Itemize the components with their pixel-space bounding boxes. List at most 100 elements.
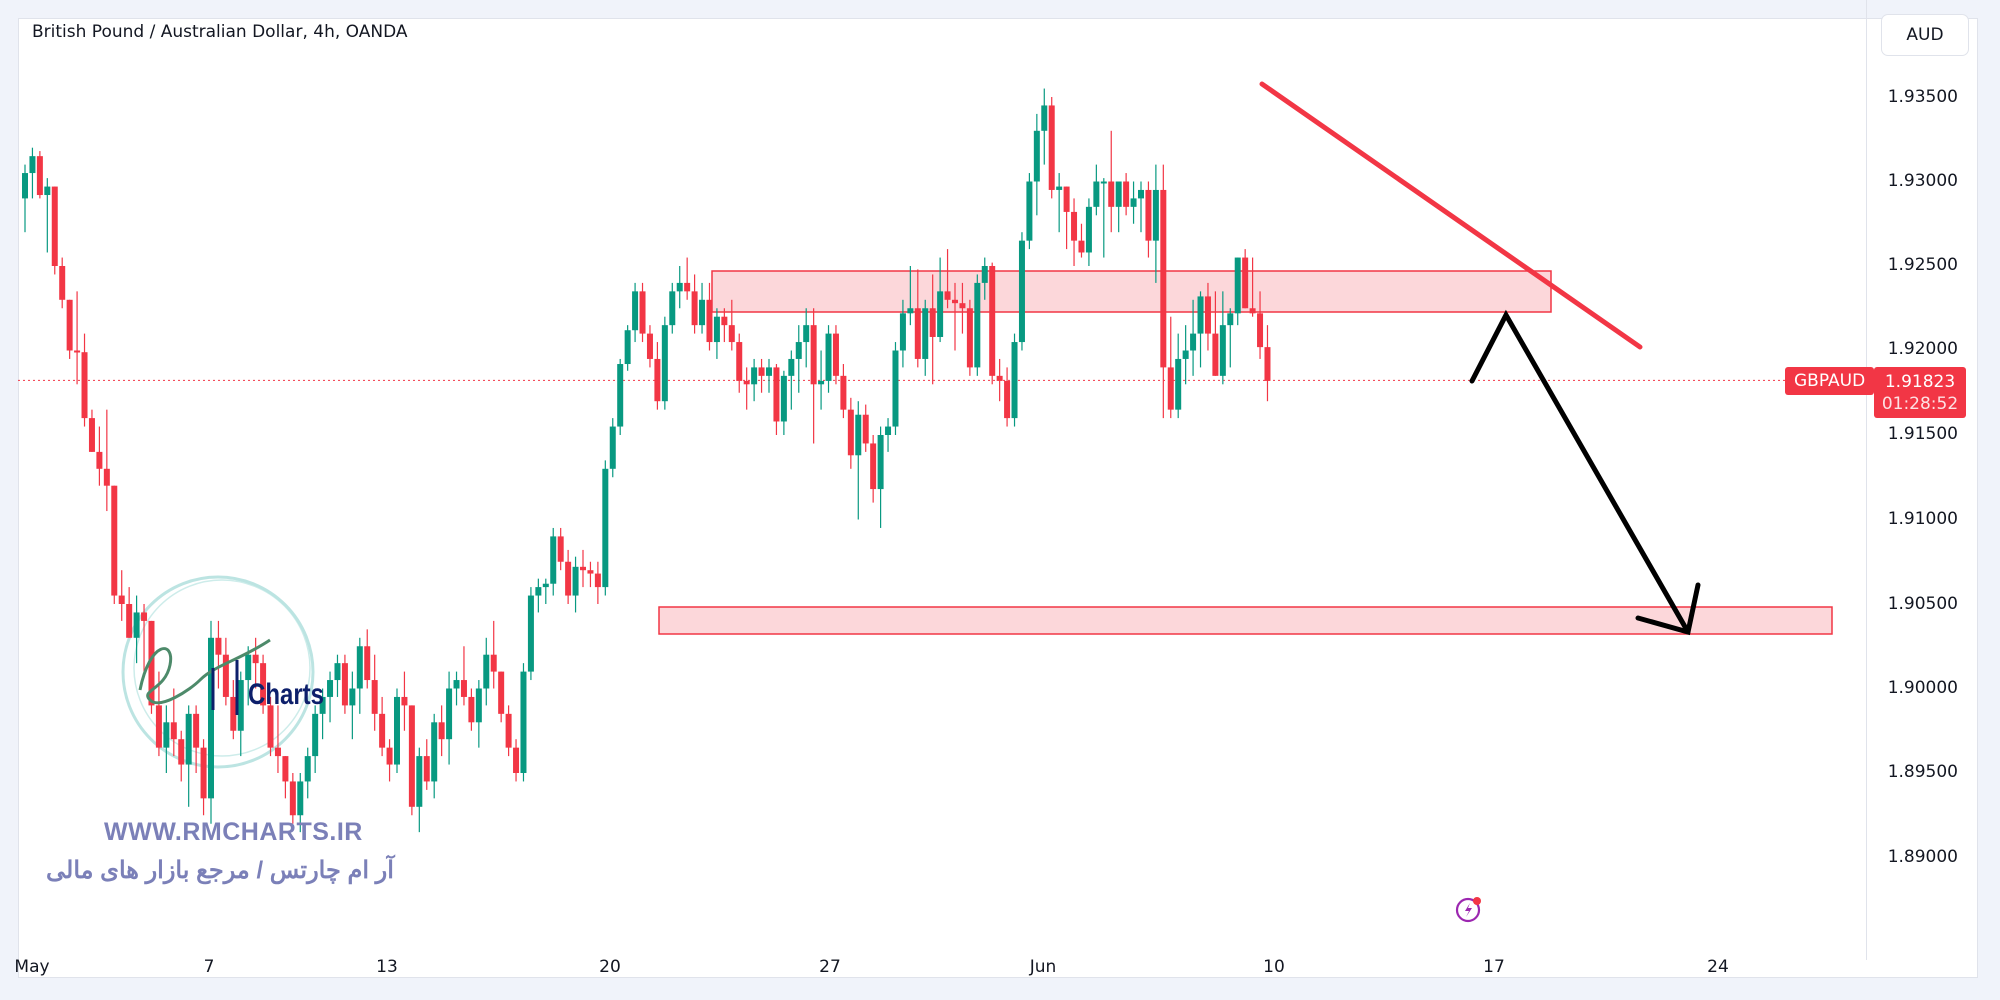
watermark-brand: Charts xyxy=(248,678,325,711)
candle-body xyxy=(885,426,892,435)
candle-body xyxy=(1219,325,1226,376)
candle-body xyxy=(356,646,363,689)
candle-body xyxy=(713,316,720,343)
candle-body xyxy=(111,485,118,596)
candle-body xyxy=(371,680,378,714)
lightning-icon[interactable] xyxy=(1453,893,1485,925)
candle-body xyxy=(617,364,624,427)
candle-body xyxy=(550,536,557,584)
target-zone xyxy=(658,606,1833,635)
candle-body xyxy=(825,333,832,381)
last-price-value: 1.91823 xyxy=(1884,371,1956,392)
candle-body xyxy=(148,620,155,706)
candle-body xyxy=(1093,181,1100,207)
candle-body xyxy=(401,696,408,706)
candle-body xyxy=(1033,130,1040,182)
candle-body xyxy=(1145,189,1152,241)
candle-body xyxy=(103,468,110,486)
candle-body xyxy=(1182,350,1189,359)
candle-body xyxy=(282,756,289,782)
candle-body xyxy=(1123,181,1130,207)
candle-body xyxy=(1011,342,1018,419)
candle-body xyxy=(237,680,244,731)
candle-body xyxy=(1227,313,1234,326)
candle-body xyxy=(810,325,817,385)
candle-body xyxy=(453,680,460,689)
candle-body xyxy=(981,266,988,283)
candle-body xyxy=(498,671,505,714)
candle-body xyxy=(654,358,661,402)
candle-body xyxy=(632,291,639,331)
candle-body xyxy=(736,342,743,381)
candle-body xyxy=(758,367,765,376)
candle-body xyxy=(639,291,646,334)
candle-body xyxy=(1056,186,1063,190)
candle-body xyxy=(327,680,334,697)
candle-body xyxy=(341,663,348,706)
candle-body xyxy=(1018,240,1025,343)
candle-body xyxy=(88,418,95,452)
price-tick: 1.89500 xyxy=(1887,762,1958,782)
price-tick: 1.89000 xyxy=(1887,847,1958,867)
candle-body xyxy=(937,291,944,337)
candle-body xyxy=(1249,308,1256,314)
candle-body xyxy=(1234,257,1241,314)
candle-body xyxy=(1078,240,1085,253)
candle-body xyxy=(312,713,319,757)
candle-body xyxy=(379,713,386,748)
candle-body xyxy=(460,680,467,697)
candle-body xyxy=(684,282,691,292)
candle-body xyxy=(170,722,177,740)
candle-body xyxy=(580,566,586,571)
candle-body xyxy=(929,308,936,337)
candle-body xyxy=(907,308,914,314)
candle-body xyxy=(520,671,527,773)
candle-body xyxy=(743,380,750,385)
price-tick: 1.90500 xyxy=(1887,594,1958,614)
candle-body xyxy=(1204,296,1211,334)
candle-body xyxy=(133,612,140,638)
candle-body xyxy=(490,654,497,672)
chart-frame xyxy=(18,18,1978,978)
candle-body xyxy=(1048,105,1055,190)
candle-body xyxy=(1264,347,1271,381)
candle-body xyxy=(230,696,237,731)
candle-body xyxy=(66,299,73,351)
price-tick: 1.93000 xyxy=(1887,171,1958,191)
candle-body xyxy=(676,282,683,292)
time-tick: 13 xyxy=(376,957,398,977)
candle-body xyxy=(1138,189,1144,199)
candle-body xyxy=(51,186,58,266)
candle-body xyxy=(1130,198,1137,207)
candle-body xyxy=(870,443,877,490)
candle-body xyxy=(1160,189,1167,368)
time-tick: 20 xyxy=(599,957,621,977)
candle-body xyxy=(1100,181,1107,184)
candle-body xyxy=(751,367,758,385)
price-tick: 1.92500 xyxy=(1887,255,1958,275)
candle-body xyxy=(215,637,222,655)
arrow-head-icon xyxy=(1635,582,1701,636)
currency-button[interactable]: AUD xyxy=(1881,14,1969,56)
candle-body xyxy=(527,595,534,672)
candle-body xyxy=(193,713,200,748)
candle-body xyxy=(1108,181,1115,207)
candle-body xyxy=(178,739,185,765)
candle-body xyxy=(1085,206,1092,253)
candle-body xyxy=(304,756,311,782)
candle-body xyxy=(803,325,810,343)
candle-body xyxy=(565,561,572,596)
candle-body xyxy=(594,573,601,588)
candle-body xyxy=(818,380,825,385)
watermark-tagline: آر ام چارتس / مرجع بازار های مالی xyxy=(46,857,394,884)
candle-body xyxy=(408,705,415,807)
candle-body xyxy=(847,409,854,456)
candle-body xyxy=(974,282,981,368)
price-tick: 1.93500 xyxy=(1887,87,1958,107)
candle-body xyxy=(260,663,267,706)
candle-body xyxy=(44,186,51,196)
candle-body xyxy=(542,583,549,588)
candle-body xyxy=(1257,313,1264,348)
candle-body xyxy=(780,375,787,422)
